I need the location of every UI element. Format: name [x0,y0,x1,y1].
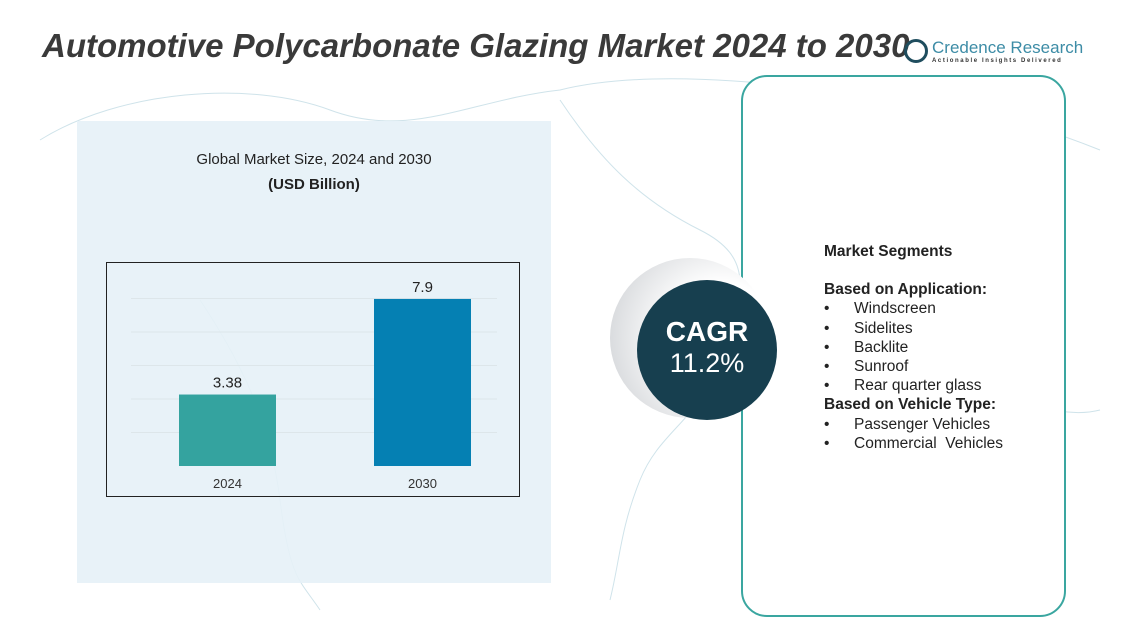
segments-heading: Market Segments [824,243,953,260]
bullet-icon: • [824,434,830,452]
segment-item: • Passenger Vehicles [824,415,1003,434]
bullet-icon: • [824,377,830,395]
chart-frame: 3.38 2024 7.9 2030 [106,262,520,497]
cagr-badge: CAGR 11.2% [637,280,777,420]
data-label: 3.38 [213,375,242,392]
bar-2030 [374,298,471,466]
chart-subtitle: (USD Billion) [268,176,360,193]
data-label: 7.9 [412,279,433,296]
x-tick-label: 2030 [408,476,437,491]
bullet-icon: • [824,319,830,337]
segment-item-label: Windscreen [854,300,936,318]
chart-title: Global Market Size, 2024 and 2030 [196,151,432,168]
cagr-value: 11.2% [669,348,745,378]
market-segments: Market Segments Based on Application: • Wi… [824,242,1003,453]
bar-chart: 3.38 2024 7.9 2030 [131,279,497,491]
segment-group-title: Based on Vehicle Type: [824,396,996,414]
segment-item-label: Passenger Vehicles [854,415,991,433]
segment-item-label: Rear quarter glass [854,377,982,395]
bar-2024 [179,394,276,466]
segment-item: • Sidelites [824,319,1003,338]
page-title: Automotive Polycarbonate Glazing Market … [42,27,910,64]
segment-item: • Rear quarter glass [824,376,1003,395]
segments-card [741,75,1066,617]
segment-item-label: Sunroof [854,358,909,376]
logo-icon [904,39,928,63]
segment-item: • Backlite [824,338,1003,357]
bullet-icon: • [824,358,830,376]
logo-name: Credence Research [932,38,1084,57]
segment-item-label: Sidelites [854,319,913,337]
logo-tagline: Actionable Insights Delivered [932,58,1063,64]
segment-group-title: Based on Application: [824,281,988,299]
segment-item: • Windscreen [824,299,1003,318]
segment-item-label: Commercial Vehicles [854,434,1004,452]
segment-item: • Sunroof [824,357,1003,376]
bullet-icon: • [824,415,830,433]
segment-item: • Commercial Vehicles [824,434,1003,453]
chart-panel [77,121,551,583]
cagr-label: CAGR [665,316,749,347]
logo: Credence Research Actionable Insights De… [904,38,1083,64]
segment-item-label: Backlite [854,338,909,356]
bullet-icon: • [824,338,830,356]
x-tick-label: 2024 [213,476,242,491]
bullet-icon: • [824,300,830,318]
